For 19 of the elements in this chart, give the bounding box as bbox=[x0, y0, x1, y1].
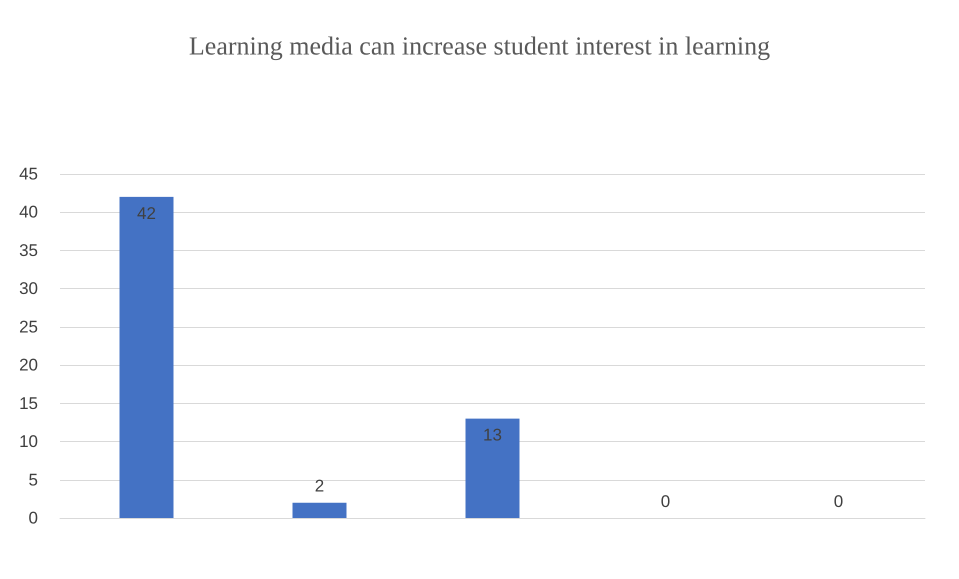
y-tick-label: 0 bbox=[28, 508, 38, 528]
y-tick-label: 45 bbox=[19, 164, 38, 184]
y-tick-label: 10 bbox=[19, 432, 38, 452]
bar bbox=[292, 502, 346, 518]
data-label: 13 bbox=[483, 426, 502, 445]
y-tick-label: 25 bbox=[19, 317, 38, 336]
data-label: 0 bbox=[834, 492, 844, 511]
bar bbox=[120, 196, 174, 518]
y-tick-label: 35 bbox=[19, 240, 38, 260]
bar bbox=[466, 418, 520, 518]
y-tick-label: 5 bbox=[28, 470, 38, 490]
data-label: 42 bbox=[137, 204, 156, 223]
chart-title: Learning media can increase student interest in learning bbox=[188, 32, 770, 60]
y-tick-label: 40 bbox=[19, 202, 38, 222]
y-tick-label: 15 bbox=[19, 394, 38, 413]
y-tick-label: 20 bbox=[19, 356, 38, 375]
data-label: 2 bbox=[314, 476, 324, 496]
data-label: 0 bbox=[660, 492, 670, 511]
y-tick-label: 30 bbox=[19, 279, 38, 298]
